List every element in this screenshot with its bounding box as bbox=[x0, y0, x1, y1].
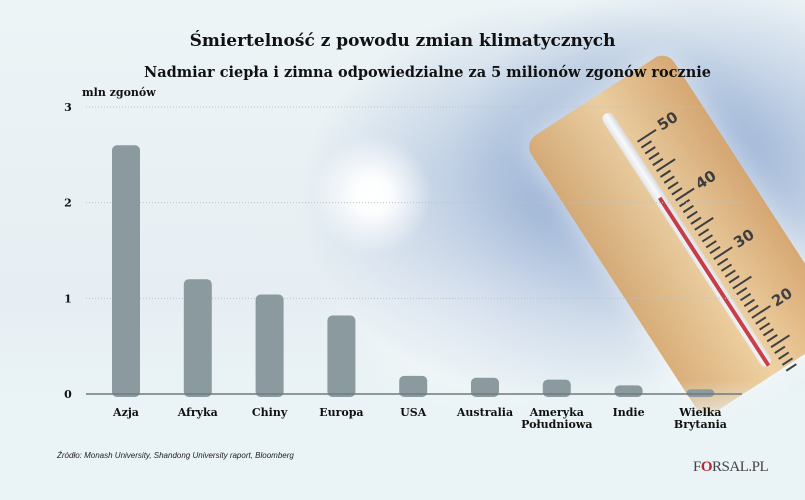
source-note: Źródło: Monash University, Shandong Univ… bbox=[57, 451, 294, 460]
x-tick-label: Indie bbox=[613, 406, 645, 419]
x-tick-label: Chiny bbox=[252, 406, 288, 419]
x-tick-label: Azja bbox=[112, 406, 139, 419]
forsal-logo: FORSAL.PL bbox=[693, 459, 769, 475]
chart-subtitle: Nadmiar ciepła i zimna odpowiedzialne za… bbox=[143, 64, 712, 81]
bar-australia bbox=[471, 377, 499, 397]
x-tick-label: Południowa bbox=[521, 418, 592, 431]
bar-chiny bbox=[255, 294, 284, 397]
bar-wielka-brytania bbox=[686, 389, 715, 397]
bar-europa bbox=[327, 315, 356, 397]
y-axis-label: mln zgonów bbox=[82, 86, 156, 99]
bar-azja bbox=[112, 145, 140, 397]
x-tick-label: Europa bbox=[319, 406, 363, 419]
x-tick-label: Afryka bbox=[177, 406, 218, 419]
x-tick-label: Australia bbox=[456, 406, 513, 419]
y-tick-label: 1 bbox=[64, 292, 72, 305]
x-tick-label: Ameryka bbox=[529, 406, 584, 419]
y-tick-label: 2 bbox=[64, 197, 72, 210]
bar-afryka bbox=[183, 279, 212, 397]
chart-title: Śmiertelność z powodu zmian klimatycznyc… bbox=[189, 31, 616, 51]
x-tick-label: USA bbox=[400, 406, 427, 419]
x-tick-label: Wielka bbox=[678, 406, 721, 419]
bottom-fade bbox=[0, 380, 805, 500]
bar-ameryka-południowa bbox=[542, 379, 571, 397]
bar-indie bbox=[614, 385, 643, 397]
y-tick-label: 0 bbox=[64, 388, 72, 401]
x-tick-label: Brytania bbox=[674, 418, 727, 431]
bar-usa bbox=[399, 375, 428, 397]
y-tick-label: 3 bbox=[64, 101, 72, 114]
